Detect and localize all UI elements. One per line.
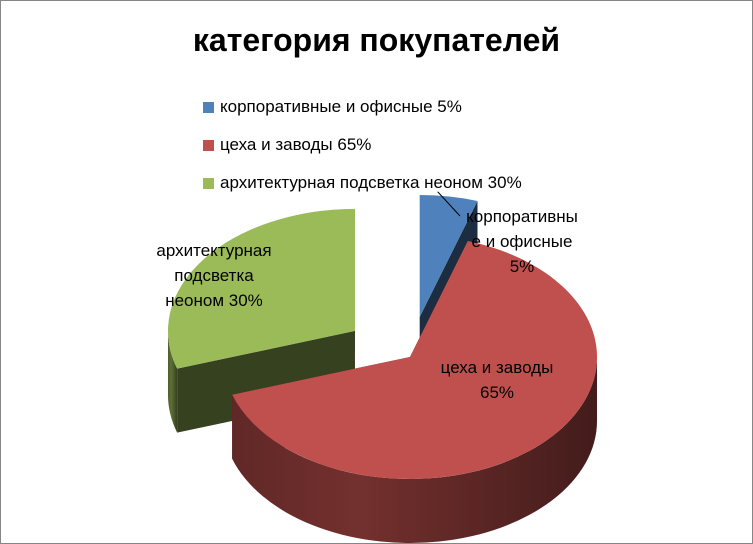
slice-outer-wall <box>167 330 178 433</box>
data-label-neon: архитектурная подсветка неоном 30% <box>156 241 271 310</box>
data-label-line: е и офисные <box>472 232 573 251</box>
pie-slice-factories <box>232 240 597 543</box>
slice-top-face <box>167 208 355 369</box>
data-label-line: архитектурная <box>156 241 271 260</box>
slice-top-face <box>419 195 478 318</box>
legend-swatch-neon <box>203 177 214 189</box>
data-label-line: 5% <box>510 257 535 276</box>
legend-label-office: корпоративные и офисные 5% <box>220 97 462 116</box>
pie-slices <box>167 195 597 543</box>
data-label-line: 65% <box>480 383 514 402</box>
leader-line-office <box>437 191 461 217</box>
slice-side-face <box>177 330 355 433</box>
slice-top-face <box>232 240 597 479</box>
data-label-office: корпоративны е и офисные 5% <box>466 207 578 276</box>
data-label-line: цеха и заводы <box>441 358 554 377</box>
legend-item-office: корпоративные и офисные 5% <box>203 88 522 126</box>
legend-item-factories: цеха и заводы 65% <box>203 126 522 164</box>
chart-title: категория покупателей <box>192 22 561 58</box>
legend-swatch-factories <box>203 139 214 151</box>
legend-item-neon: архитектурная подсветка неоном 30% <box>203 164 522 202</box>
legend-swatch-office <box>203 101 214 113</box>
legend-label-factories: цеха и заводы 65% <box>220 135 372 154</box>
data-label-line: неоном 30% <box>165 291 263 310</box>
data-label-factories: цеха и заводы 65% <box>441 358 554 402</box>
data-label-line: корпоративны <box>466 207 578 226</box>
legend-label-neon: архитектурная подсветка неоном 30% <box>220 173 522 192</box>
slice-outer-wall <box>232 357 597 543</box>
pie-slice-neon <box>167 208 355 433</box>
data-label-line: подсветка <box>174 266 254 285</box>
legend: корпоративные и офисные 5% цеха и заводы… <box>203 88 522 202</box>
